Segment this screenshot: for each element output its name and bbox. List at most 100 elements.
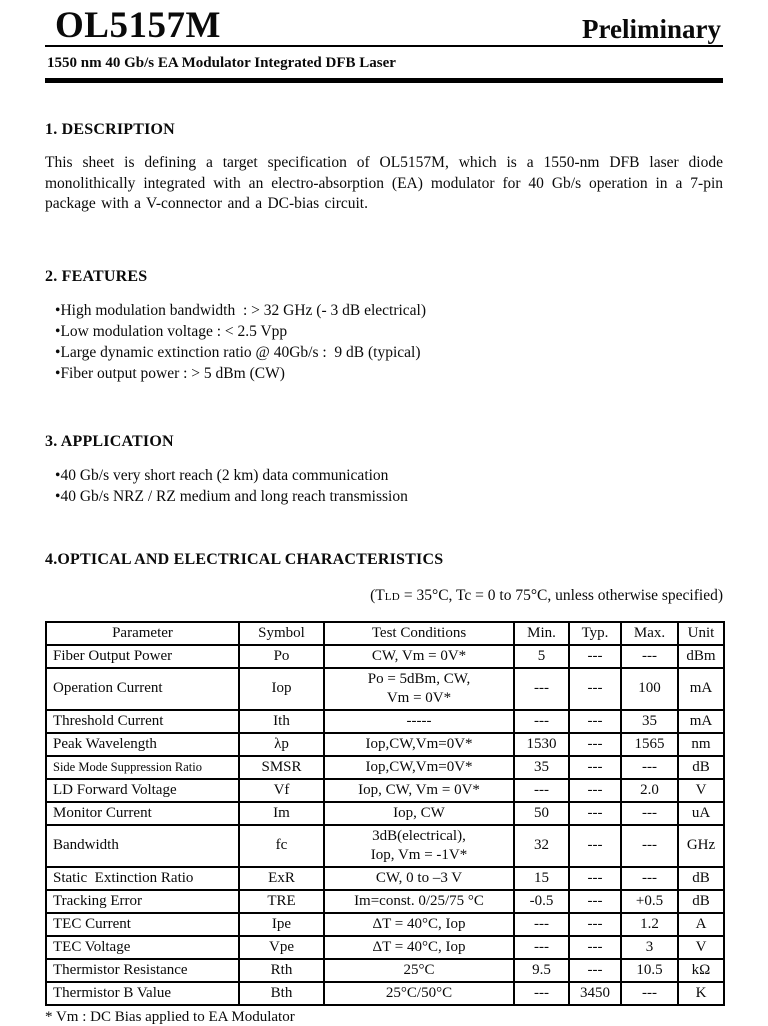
max-cell: ---: [620, 800, 679, 826]
max-cell: 35: [620, 708, 679, 734]
col-header-test-conditions: Test Conditions: [323, 620, 515, 646]
table-row: TEC Current Ipe ΔT = 40°C, Iop --- --- 1…: [45, 911, 725, 937]
description-paragraph: This sheet is defining a target specific…: [45, 154, 723, 212]
max-cell: +0.5: [620, 888, 679, 914]
conditions-subscript: LD: [384, 590, 401, 603]
max-cell: ---: [620, 643, 679, 669]
application-list: 40 Gb/s very short reach (2 km) data com…: [45, 465, 723, 507]
unit-cell: dB: [677, 865, 725, 891]
conditions-cell: Iop,CW,Vm=0V*: [323, 754, 515, 780]
char-table-body: Fiber Output Power Po CW, Vm = 0V* 5 ---…: [45, 643, 725, 1006]
feature-item: Fiber output power : > 5 dBm (CW): [55, 363, 723, 384]
application-heading: 3. APPLICATION: [45, 432, 174, 450]
min-cell: 5: [513, 643, 570, 669]
preliminary-label: Preliminary: [582, 14, 721, 44]
parameter-cell: Peak Wavelength: [45, 731, 240, 757]
feature-item: Large dynamic extinction ratio @ 40Gb/s …: [55, 342, 723, 363]
table-row: Tracking Error TRE Im=const. 0/25/75 °C …: [45, 888, 725, 914]
table-row: TEC Voltage Vpe ΔT = 40°C, Iop --- --- 3…: [45, 934, 725, 960]
conditions-cell: CW, Vm = 0V*: [323, 643, 515, 669]
symbol-cell: Po: [238, 643, 325, 669]
unit-cell: dBm: [677, 643, 725, 669]
typ-cell: 3450: [568, 980, 622, 1006]
typ-cell: ---: [568, 800, 622, 826]
max-cell: ---: [620, 754, 679, 780]
unit-cell: kΩ: [677, 957, 725, 983]
max-cell: 10.5: [620, 957, 679, 983]
col-header-typ: Typ.: [568, 620, 622, 646]
unit-cell: mA: [677, 666, 725, 711]
typ-cell: ---: [568, 777, 622, 803]
table-row: Operation Current Iop Po = 5dBm, CW, Vm …: [45, 666, 725, 711]
conditions-cell: 25°C/50°C: [323, 980, 515, 1006]
table-header-row: Parameter Symbol Test Conditions Min. Ty…: [45, 620, 725, 646]
max-cell: 1.2: [620, 911, 679, 937]
parameter-cell: TEC Voltage: [45, 934, 240, 960]
min-cell: ---: [513, 911, 570, 937]
parameter-cell: TEC Current: [45, 911, 240, 937]
symbol-cell: Ith: [238, 708, 325, 734]
header: OL5157M Preliminary: [45, 4, 723, 47]
test-conditions-note: (TLD = 35°C, Tc = 0 to 75°C, unless othe…: [45, 587, 723, 605]
typ-cell: ---: [568, 911, 622, 937]
conditions-text-suffix: = 35°C, Tc = 0 to 75°C, unless otherwise…: [400, 586, 723, 604]
symbol-cell: SMSR: [238, 754, 325, 780]
conditions-text-prefix: (T: [370, 586, 385, 604]
conditions-cell: -----: [323, 708, 515, 734]
conditions-cell: Im=const. 0/25/75 °C: [323, 888, 515, 914]
unit-cell: uA: [677, 800, 725, 826]
max-cell: 100: [620, 666, 679, 711]
symbol-cell: Ipe: [238, 911, 325, 937]
conditions-cell: Iop,CW,Vm=0V*: [323, 731, 515, 757]
conditions-cell: 25°C: [323, 957, 515, 983]
min-cell: 9.5: [513, 957, 570, 983]
unit-cell: mA: [677, 708, 725, 734]
parameter-cell: Side Mode Suppression Ratio: [45, 754, 240, 780]
min-cell: 35: [513, 754, 570, 780]
parameter-cell: Monitor Current: [45, 800, 240, 826]
typ-cell: ---: [568, 865, 622, 891]
unit-cell: V: [677, 934, 725, 960]
parameter-cell: Thermistor B Value: [45, 980, 240, 1006]
parameter-cell: Thermistor Resistance: [45, 957, 240, 983]
unit-cell: K: [677, 980, 725, 1006]
symbol-cell: Rth: [238, 957, 325, 983]
col-header-min: Min.: [513, 620, 570, 646]
parameter-cell: Operation Current: [45, 666, 240, 711]
typ-cell: ---: [568, 957, 622, 983]
conditions-cell: ΔT = 40°C, Iop: [323, 934, 515, 960]
symbol-cell: fc: [238, 823, 325, 868]
symbol-cell: λp: [238, 731, 325, 757]
min-cell: 50: [513, 800, 570, 826]
col-header-parameter: Parameter: [45, 620, 240, 646]
typ-cell: ---: [568, 888, 622, 914]
table-row: Fiber Output Power Po CW, Vm = 0V* 5 ---…: [45, 643, 725, 669]
conditions-cell: 3dB(electrical), Iop, Vm = -1V*: [323, 823, 515, 868]
conditions-cell: ΔT = 40°C, Iop: [323, 911, 515, 937]
table-header: Parameter Symbol Test Conditions Min. Ty…: [45, 620, 725, 646]
unit-cell: dB: [677, 888, 725, 914]
conditions-cell: Po = 5dBm, CW, Vm = 0V*: [323, 666, 515, 711]
parameter-cell: Static Extinction Ratio: [45, 865, 240, 891]
typ-cell: ---: [568, 666, 622, 711]
table-row: Threshold Current Ith ----- --- --- 35 m…: [45, 708, 725, 734]
min-cell: ---: [513, 708, 570, 734]
description-heading: 1. DESCRIPTION: [45, 121, 175, 138]
typ-cell: ---: [568, 934, 622, 960]
unit-cell: GHz: [677, 823, 725, 868]
features-list: High modulation bandwidth : > 32 GHz (- …: [45, 300, 723, 384]
table-row: Peak Wavelength λp Iop,CW,Vm=0V* 1530 --…: [45, 731, 725, 757]
col-header-unit: Unit: [677, 620, 725, 646]
max-cell: ---: [620, 823, 679, 868]
application-item: 40 Gb/s NRZ / RZ medium and long reach t…: [55, 486, 723, 507]
table-row: Static Extinction Ratio ExR CW, 0 to –3 …: [45, 865, 725, 891]
characteristics-table: Parameter Symbol Test Conditions Min. Ty…: [45, 620, 725, 1006]
symbol-cell: Bth: [238, 980, 325, 1006]
unit-cell: nm: [677, 731, 725, 757]
min-cell: ---: [513, 666, 570, 711]
typ-cell: ---: [568, 708, 622, 734]
min-cell: 1530: [513, 731, 570, 757]
table-row: Monitor Current Im Iop, CW 50 --- --- uA: [45, 800, 725, 826]
unit-cell: V: [677, 777, 725, 803]
